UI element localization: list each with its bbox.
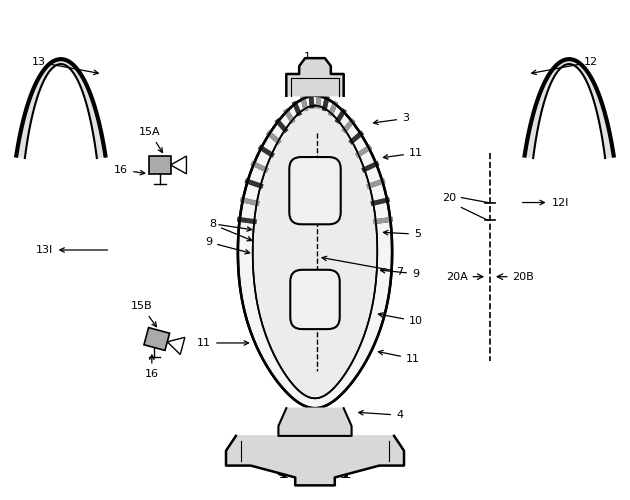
FancyBboxPatch shape bbox=[289, 157, 341, 224]
Text: 15B: 15B bbox=[131, 302, 156, 326]
Polygon shape bbox=[16, 59, 105, 158]
Polygon shape bbox=[278, 408, 352, 436]
Text: 10: 10 bbox=[379, 312, 423, 326]
Text: 8: 8 bbox=[209, 220, 252, 241]
Polygon shape bbox=[525, 59, 614, 158]
Polygon shape bbox=[149, 156, 171, 174]
Polygon shape bbox=[144, 328, 169, 350]
Polygon shape bbox=[238, 96, 392, 408]
Text: 15A: 15A bbox=[139, 128, 163, 152]
Text: 13: 13 bbox=[32, 57, 98, 74]
Text: 20: 20 bbox=[442, 192, 456, 202]
Text: 7: 7 bbox=[322, 256, 403, 277]
Text: 6: 6 bbox=[310, 183, 320, 198]
Text: 12I: 12I bbox=[522, 198, 569, 207]
Text: 12: 12 bbox=[532, 57, 598, 74]
Text: Фиг.  1: Фиг. 1 bbox=[276, 464, 354, 481]
Text: 11: 11 bbox=[379, 350, 420, 364]
Text: 20B: 20B bbox=[512, 272, 534, 281]
Text: 2: 2 bbox=[292, 452, 299, 469]
Text: 16: 16 bbox=[145, 355, 159, 378]
Text: 11: 11 bbox=[384, 148, 423, 159]
Text: 6: 6 bbox=[310, 292, 320, 307]
Polygon shape bbox=[286, 58, 344, 96]
Text: 1: 1 bbox=[304, 52, 311, 74]
Text: 3: 3 bbox=[374, 114, 409, 124]
FancyBboxPatch shape bbox=[290, 270, 340, 329]
Polygon shape bbox=[226, 436, 404, 486]
Text: 11: 11 bbox=[197, 338, 248, 348]
Text: 13I: 13I bbox=[36, 245, 108, 255]
Text: 5: 5 bbox=[384, 229, 421, 239]
Text: 16: 16 bbox=[114, 165, 145, 175]
Text: 9: 9 bbox=[205, 237, 249, 254]
Text: 4: 4 bbox=[358, 410, 403, 420]
Polygon shape bbox=[253, 106, 377, 399]
Text: 9: 9 bbox=[381, 268, 419, 278]
Text: 20A: 20A bbox=[447, 272, 468, 281]
